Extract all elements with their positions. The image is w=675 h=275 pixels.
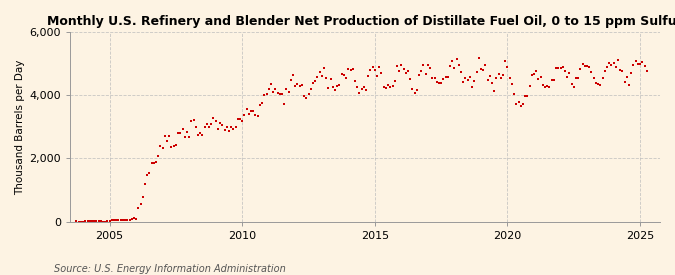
Y-axis label: Thousand Barrels per Day: Thousand Barrels per Day <box>15 59 25 194</box>
Title: Monthly U.S. Refinery and Blender Net Production of Distillate Fuel Oil, 0 to 15: Monthly U.S. Refinery and Blender Net Pr… <box>47 15 675 28</box>
Text: Source: U.S. Energy Information Administration: Source: U.S. Energy Information Administ… <box>54 264 286 274</box>
